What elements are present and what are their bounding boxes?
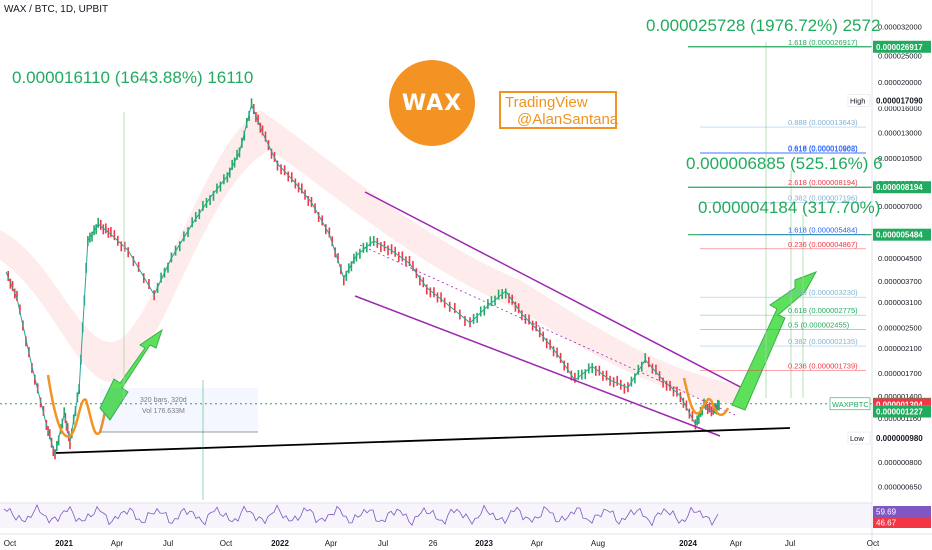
time-tick-label: Aug [591, 539, 605, 548]
price-tick-label: 0.000000650 [878, 483, 922, 492]
arrow-left [99, 328, 163, 421]
time-tick-label: 2023 [475, 539, 493, 548]
wedge-bottom-line [354, 295, 721, 437]
price-tick-label: 0.000025000 [878, 52, 922, 61]
fib-level-label: 0.888 (0.000013643) [788, 118, 858, 127]
fib-level-label: 0.382 (0.000002135) [788, 337, 858, 346]
price-label-text: 0.000008194 [876, 183, 923, 192]
price-side-label-box [829, 397, 871, 411]
wax-logo: WAX [389, 60, 475, 146]
price-tick-label: 0.000002500 [878, 323, 922, 332]
price-label-box [873, 405, 931, 418]
symbol-title: WAX / BTC, 1D, UPBIT [4, 4, 109, 15]
watermark-line-2: @AlanSantana [517, 111, 619, 128]
price-label-text: 0.000001227 [876, 408, 923, 417]
fib-level-label: 1.618 (0.000005484) [788, 226, 858, 235]
measure-label-bars: 320 bars, 320d [140, 397, 187, 404]
w-pattern-right [682, 377, 730, 417]
price-label-text: 0.000005484 [876, 231, 923, 240]
price-tick-label: 0.000007000 [878, 202, 922, 211]
time-tick-label: 2024 [679, 539, 697, 548]
price-line [5, 102, 720, 455]
fib-level-label: 0.5 (0.000002455) [788, 321, 850, 330]
wedge-mid-line [359, 244, 736, 416]
arrow-right [731, 271, 818, 411]
price-side-label-box [847, 94, 871, 107]
price-side-label: Low [850, 434, 864, 443]
price-tick-label: 0.000003100 [878, 298, 922, 307]
price-tick-label: 0.000020000 [878, 78, 922, 87]
price-side-label: High [850, 96, 865, 105]
support-line [55, 427, 791, 454]
time-tick-label: 26 [429, 539, 438, 548]
price-side-label-box [847, 431, 871, 445]
price-label-box [873, 228, 931, 241]
measure-label-volume: Vol 176.633M [142, 408, 185, 415]
price-tick-label: 0.000013000 [878, 129, 922, 138]
fib-level-label: 0.786 (0.000003230) [788, 288, 858, 297]
time-tick-label: Oct [220, 539, 233, 548]
time-tick-label: 2022 [271, 539, 289, 548]
price-tick-label: 0.000010500 [878, 154, 922, 163]
price-tick-label: 0.000001160 [878, 414, 921, 423]
price-label-text: 0.000017090 [876, 96, 923, 105]
wax-logo-text: WAX [401, 90, 463, 116]
time-tick-label: Apr [111, 539, 124, 548]
price-label-text: 0.000001304 [876, 400, 923, 409]
price-tick-label: 0.000002100 [878, 344, 922, 353]
wedge-top-line [364, 191, 751, 393]
target-annotation-top: 0.000025728 (1976.72%) 2572 [646, 16, 881, 35]
time-tick-label: Apr [531, 539, 544, 548]
fib-level-label: 0.382 (0.000007196) [788, 194, 858, 203]
author-watermark: TradingView @AlanSantana [499, 91, 619, 129]
time-tick-label: Jul [378, 539, 388, 548]
time-tick-label: Apr [730, 539, 743, 548]
time-tick-label: Jul [785, 539, 795, 548]
price-label-box [873, 181, 931, 194]
w-pattern-left [46, 374, 110, 438]
fib-level-label: 0.236 (0.000001739) [788, 361, 858, 370]
fib-level-label: 0.236 (0.000004867) [788, 240, 858, 249]
fib-level-label: 2.618 (0.000008194) [788, 178, 858, 187]
target-annotation-low: 0.000004184 (317.70%) [698, 198, 881, 217]
time-tick-label: Jul [163, 539, 173, 548]
price-tick-label: 0.000001400 [878, 392, 922, 401]
rsi-label-lower: 46.67 [876, 519, 897, 528]
time-tick-label: 2021 [55, 539, 73, 548]
time-tick-label: Apr [325, 539, 338, 548]
rsi-label-box-upper [873, 506, 931, 517]
price-label-text: 0.000026917 [876, 43, 923, 52]
price-tick-label: 0.000016000 [878, 104, 922, 113]
rsi-label-upper: 59.69 [876, 508, 897, 517]
measure-box [100, 388, 258, 432]
fib-level-label: 0.618 (0.000010982) [788, 144, 858, 153]
time-tick-label: Oct [867, 539, 880, 548]
rsi-label-box-lower [873, 517, 931, 528]
price-tick-label: 0.000032000 [878, 22, 922, 31]
cloud-area [0, 110, 740, 405]
fib-level-label: 1.618 (0.000026917) [788, 38, 858, 47]
price-label-box [873, 40, 931, 53]
time-tick-label: Oct [4, 539, 17, 548]
fib-level-label: 0.618 (0.000002775) [788, 306, 858, 315]
target-annotation-left: 0.000016110 (1643.88%) 16110 [12, 68, 254, 87]
price-label-text: 0.000000980 [876, 434, 923, 443]
price-tick-label: 0.000003700 [878, 277, 922, 286]
fib-level-label: 0.618 (0.000010908) [788, 144, 858, 153]
watermark-line-1: TradingView [505, 94, 588, 111]
price-tick-label: 0.000000800 [878, 458, 922, 467]
price-tick-label: 0.000004500 [878, 254, 922, 263]
rsi-band [0, 503, 872, 528]
target-annotation-mid: 0.000006885 (525.16%) 6 [686, 154, 883, 173]
price-tick-label: 0.000001700 [878, 369, 922, 378]
rsi-line [3, 503, 719, 527]
price-label-box [873, 94, 931, 107]
price-side-label: WAXPBTC [832, 400, 869, 409]
price-label-box [873, 432, 931, 445]
